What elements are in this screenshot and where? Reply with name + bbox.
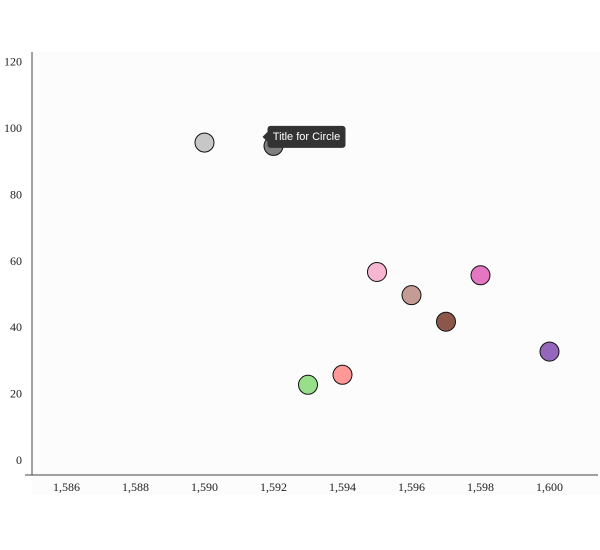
tooltip: Title for Circle	[262, 125, 346, 148]
y-tick-label: 0	[16, 453, 22, 467]
y-tick-label: 20	[10, 386, 22, 400]
tooltip-box	[267, 125, 346, 148]
x-tick-label: 1,590	[191, 480, 218, 494]
x-tick-label: 1,600	[536, 480, 563, 494]
x-tick-label: 1,592	[260, 480, 287, 494]
x-tick-label: 1,588	[122, 480, 149, 494]
data-point[interactable]	[367, 261, 387, 282]
data-point[interactable]	[332, 364, 353, 385]
data-point[interactable]	[194, 132, 215, 153]
y-tick-label: 60	[10, 254, 22, 268]
plot-area	[32, 52, 600, 495]
y-tick-label: 40	[10, 320, 22, 334]
x-tick-label: 1,598	[467, 480, 494, 494]
data-point[interactable]	[539, 341, 560, 362]
x-tick-label: 1,594	[329, 480, 356, 494]
data-point[interactable]	[401, 285, 422, 306]
y-tick-label: 80	[10, 187, 22, 201]
data-point[interactable]	[436, 311, 456, 332]
data-point[interactable]	[298, 374, 318, 395]
y-tick-label: 120	[4, 55, 22, 69]
tooltip-text: Title for Circle	[273, 131, 340, 143]
x-tick-label: 1,586	[53, 480, 80, 494]
tooltip-arrow	[262, 131, 268, 142]
data-point[interactable]	[470, 265, 491, 286]
x-tick-label: 1,596	[398, 480, 425, 494]
y-tick-label: 100	[4, 121, 22, 135]
